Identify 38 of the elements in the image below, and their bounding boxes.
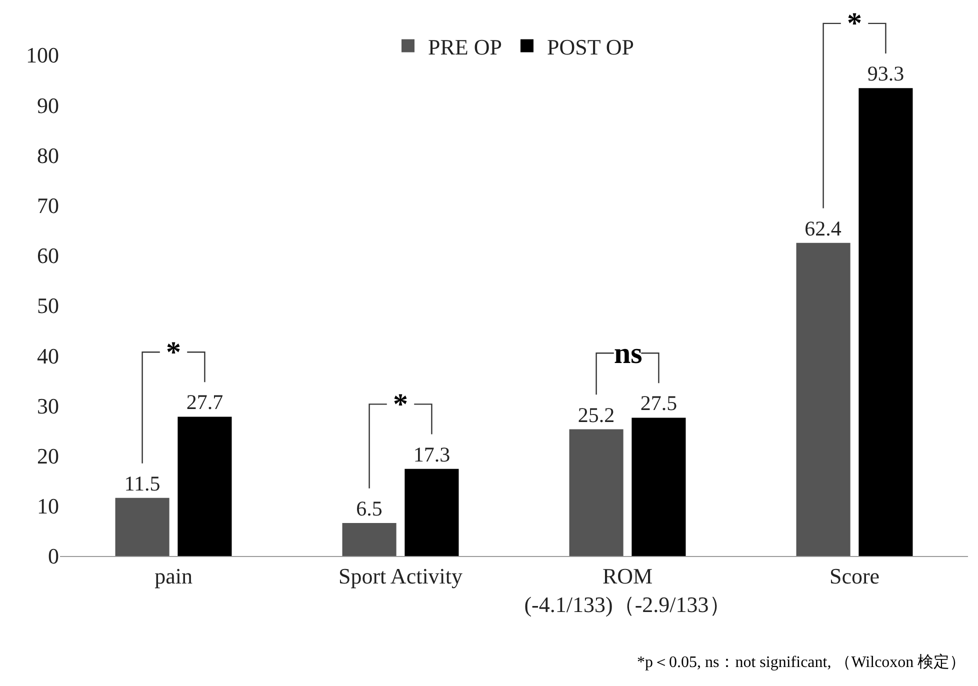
data-label: 27.7 (186, 390, 224, 414)
data-label: 27.5 (640, 391, 678, 416)
y-tick-label: 0 (48, 544, 59, 569)
bar (178, 416, 232, 556)
text: *p＜0.05, ns：not significant, （Wilcoxon 検定） (637, 653, 966, 671)
y-tick-label: 20 (37, 444, 59, 468)
y-tick-label: 100 (26, 42, 59, 68)
annotation: ns (614, 337, 642, 370)
bar (404, 468, 459, 556)
bar (115, 498, 170, 556)
legend-label: PRE OP (428, 34, 502, 60)
data-label: 11.5 (124, 471, 160, 496)
data-label: 25.2 (578, 402, 615, 427)
y-tick-label: 10 (37, 494, 59, 519)
y-tick-label: 80 (37, 142, 59, 168)
bar (569, 429, 624, 556)
bar (342, 522, 396, 556)
bar (796, 242, 850, 556)
x-tick-label: Sport Activity (338, 563, 463, 588)
y-tick-label: 50 (37, 293, 59, 318)
text: * (847, 7, 862, 40)
data-label: 6.5 (356, 496, 382, 520)
x-tick-label: ROM (-4.1/133)（-2.9/133） (524, 563, 731, 617)
y-tick-label: 60 (37, 243, 59, 268)
bar (858, 88, 913, 556)
y-tick-label: 40 (37, 343, 59, 368)
legend-label: POST OP (546, 34, 634, 60)
y-tick-label: 70 (37, 193, 59, 218)
data-label: 62.4 (804, 216, 842, 240)
x-tick-label: Score (829, 563, 880, 588)
annotation: * (166, 336, 181, 369)
data-label: 17.3 (413, 442, 450, 466)
y-tick-label: 90 (37, 92, 59, 118)
y-tick-label: 30 (37, 393, 59, 418)
data-label: 93.3 (867, 62, 904, 86)
x-tick-label: pain (154, 563, 192, 588)
annotation: * (393, 388, 408, 421)
bar (632, 418, 686, 556)
